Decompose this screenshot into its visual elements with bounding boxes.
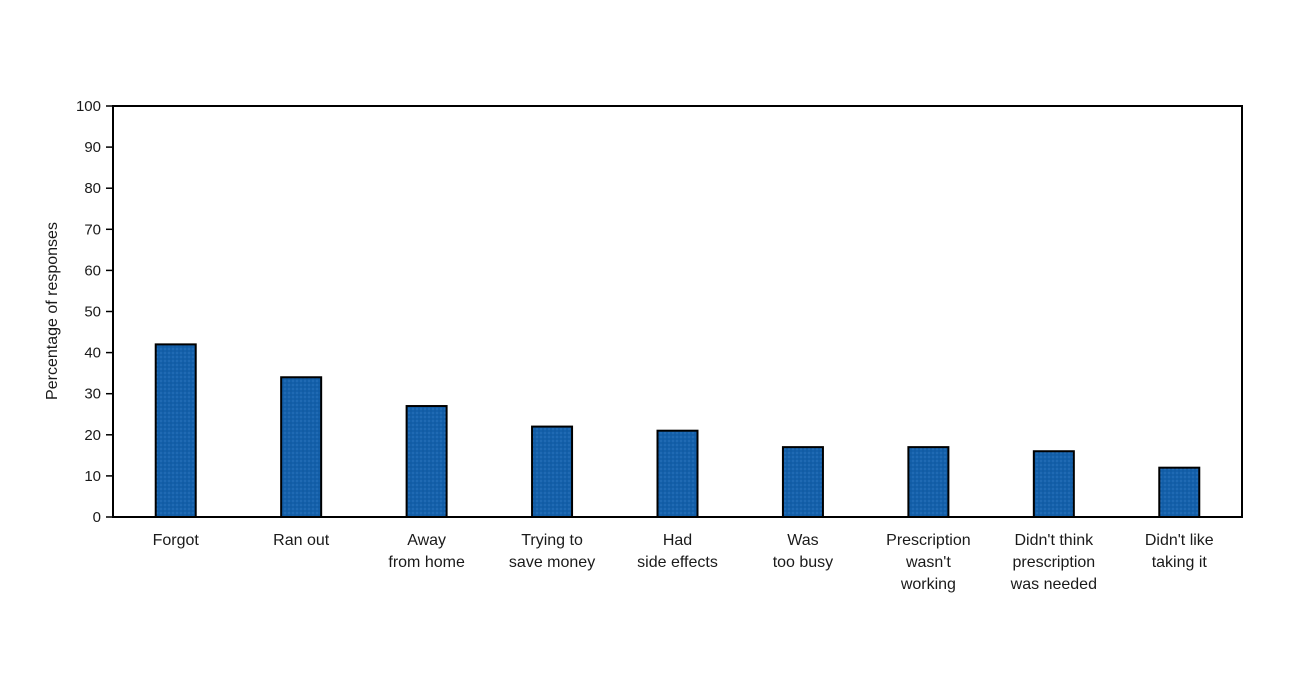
x-tick-label: Away: [407, 532, 446, 549]
x-tick-label: save money: [509, 554, 595, 571]
x-tick-label: prescription: [1012, 554, 1095, 571]
x-axis: Forgot Ran out Away from home Trying to save …: [153, 532, 1214, 593]
y-tick-label: 60: [84, 262, 101, 279]
y-tick-label: 100: [76, 98, 101, 115]
x-tick-label: side effects: [637, 554, 718, 571]
x-tick-label: from home: [388, 554, 465, 571]
x-tick-label: working: [900, 576, 956, 593]
x-tick-label: Was: [787, 532, 818, 549]
bar: [154, 343, 197, 518]
bar: [531, 425, 574, 518]
y-axis-title: Percentage of responses: [44, 222, 61, 400]
y-tick-label: 20: [84, 427, 101, 444]
y-tick-label: 40: [84, 345, 101, 362]
y-tick-label: 80: [84, 180, 101, 197]
x-tick-label: Prescription: [886, 532, 970, 549]
x-tick-label: taking it: [1152, 554, 1208, 571]
bar: [1158, 466, 1201, 518]
bar: [656, 429, 699, 518]
x-tick-label: wasn't: [905, 554, 951, 571]
y-tick-label: 90: [84, 139, 101, 156]
y-tick-label: 0: [93, 509, 101, 526]
x-tick-label: Didn't think: [1015, 532, 1095, 549]
bar: [1032, 450, 1075, 518]
y-axis: 0 10 20 30 40 50 60 70 80 90 100: [76, 98, 113, 526]
x-tick-label: Had: [663, 532, 692, 549]
bar: [781, 446, 824, 519]
y-tick-label: 10: [84, 468, 101, 485]
bar: [280, 376, 323, 519]
x-tick-label: Ran out: [273, 532, 330, 549]
x-tick-label: too busy: [773, 554, 833, 571]
x-tick-label: was needed: [1010, 576, 1097, 593]
x-tick-label: Trying to: [521, 532, 583, 549]
y-tick-label: 50: [84, 304, 101, 321]
bar: [405, 405, 448, 518]
x-tick-label: Forgot: [153, 532, 200, 549]
bar: [907, 446, 950, 519]
bars: [154, 343, 1201, 519]
x-tick-label: Didn't like: [1145, 532, 1214, 549]
y-tick-label: 70: [84, 221, 101, 238]
y-tick-label: 30: [84, 386, 101, 403]
